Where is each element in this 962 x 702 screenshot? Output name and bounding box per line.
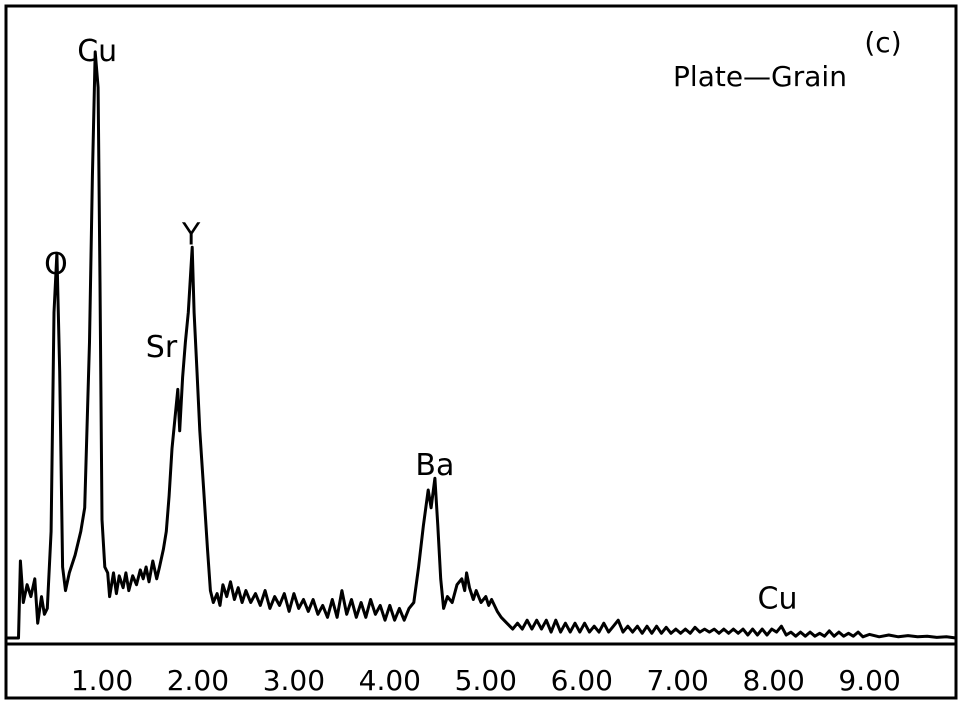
peak-labels: O Cu Y Sr Ba Cu (44, 34, 797, 617)
x-tick-label: 7.00 (647, 664, 709, 697)
plot-frame (4, 4, 958, 700)
peak-label: Ba (415, 448, 454, 483)
peak-label: Y (181, 217, 201, 252)
x-tick-label: 5.00 (455, 664, 517, 697)
spectrum-line (6, 50, 957, 640)
x-axis-ticks: 1.00 2.00 3.00 4.00 5.00 6.00 7.00 8.00 9.00 (71, 664, 901, 697)
peak-label: O (44, 247, 68, 282)
x-tick-label: 1.00 (71, 664, 133, 697)
x-tick-label: 4.00 (359, 664, 421, 697)
peak-label: Sr (146, 330, 178, 365)
x-tick-label: 2.00 (167, 664, 229, 697)
panel-label: (c) (864, 26, 901, 59)
chart-title: Plate—Grain (673, 60, 847, 93)
x-tick-label: 9.00 (838, 664, 900, 697)
x-tick-label: 8.00 (743, 664, 805, 697)
peak-label: Cu (758, 581, 798, 616)
x-tick-label: 3.00 (263, 664, 325, 697)
peak-label: Cu (77, 34, 117, 69)
x-tick-label: 6.00 (551, 664, 613, 697)
